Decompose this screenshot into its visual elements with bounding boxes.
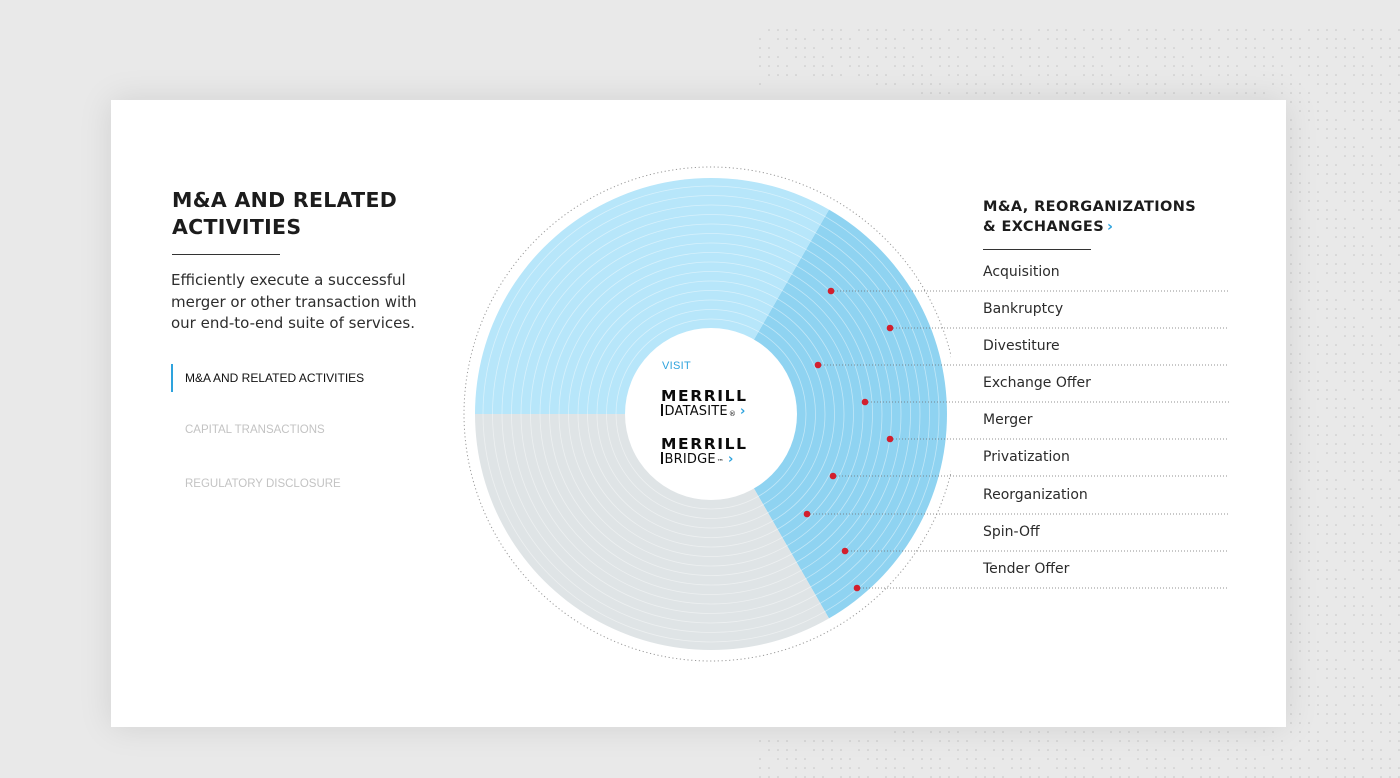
nav-item-capital-transactions[interactable]: CAPITAL TRANSACTIONS bbox=[185, 424, 325, 436]
wheel-ring-line bbox=[558, 261, 864, 567]
logo-product-name: DATASITE bbox=[664, 404, 728, 419]
merrill-datasite-logo-link[interactable]: MERRILL DATASITE® › bbox=[661, 388, 748, 422]
list-item-merger[interactable]: Merger bbox=[983, 412, 1033, 428]
list-item-reorganization[interactable]: Reorganization bbox=[983, 487, 1088, 503]
wheel-ring-line bbox=[615, 318, 807, 510]
wheel-ring-line bbox=[530, 233, 892, 595]
wheel-ring-line bbox=[606, 309, 816, 519]
section-description: Efficiently execute a successful merger … bbox=[171, 271, 417, 333]
registered-mark: ® bbox=[728, 410, 737, 418]
section-title: M&A AND RELATED ACTIVITIES bbox=[172, 188, 398, 239]
merrill-bridge-logo-link[interactable]: MERRILL BRIDGE™ › bbox=[661, 436, 748, 470]
list-divider bbox=[983, 249, 1091, 250]
wheel-ring-line bbox=[568, 271, 854, 557]
logo-wordmark: MERRILL bbox=[661, 435, 748, 453]
list-title-link[interactable]: M&A, REORGANIZATIONS & EXCHANGES › bbox=[983, 198, 1223, 237]
content-card: M&A AND RELATED ACTIVITIES Efficiently e… bbox=[111, 100, 1286, 727]
list-item-privatization[interactable]: Privatization bbox=[983, 449, 1070, 465]
logo-bar bbox=[661, 452, 663, 464]
wheel-ring-line bbox=[501, 204, 921, 624]
list-item-tender-offer[interactable]: Tender Offer bbox=[983, 561, 1070, 577]
logo-wordmark: MERRILL bbox=[661, 387, 748, 405]
wheel-center bbox=[625, 328, 797, 500]
chevron-right-icon: › bbox=[740, 404, 746, 419]
wheel-ring-line bbox=[539, 242, 883, 586]
services-wheel bbox=[463, 166, 951, 662]
nav-item-ma[interactable]: M&A AND RELATED ACTIVITIES bbox=[171, 364, 364, 392]
list-item-exchange-offer[interactable]: Exchange Offer bbox=[983, 375, 1091, 391]
wheel-segment-highlighted bbox=[711, 209, 947, 619]
logo-product-name: BRIDGE bbox=[664, 452, 716, 467]
visit-label: VISIT bbox=[662, 360, 692, 372]
title-divider bbox=[172, 254, 280, 255]
wheel-ring-line bbox=[482, 185, 940, 643]
wheel-ring-line bbox=[511, 214, 911, 614]
wheel-ring-line bbox=[492, 195, 930, 633]
wheel-ring-line bbox=[520, 223, 902, 605]
wheel-ring-line bbox=[549, 252, 873, 576]
list-item-spin-off[interactable]: Spin-Off bbox=[983, 524, 1040, 540]
wheel-ring-line bbox=[587, 290, 835, 538]
wheel-ring-line bbox=[596, 299, 826, 529]
list-item-divestiture[interactable]: Divestiture bbox=[983, 338, 1060, 354]
logo-bar bbox=[661, 404, 663, 416]
list-title-line1: M&A, REORGANIZATIONS bbox=[983, 199, 1197, 215]
chevron-right-icon: › bbox=[728, 452, 734, 467]
list-title-line2: & EXCHANGES bbox=[983, 218, 1105, 235]
chevron-right-icon: › bbox=[1107, 218, 1114, 235]
trademark-mark: ™ bbox=[716, 458, 724, 466]
list-item-acquisition[interactable]: Acquisition bbox=[983, 264, 1060, 280]
wheel-ring-line bbox=[577, 280, 845, 548]
nav-item-regulatory-disclosure[interactable]: REGULATORY DISCLOSURE bbox=[185, 478, 341, 490]
wheel-outer-dotted-ring bbox=[463, 166, 951, 662]
list-item-bankruptcy[interactable]: Bankruptcy bbox=[983, 301, 1064, 317]
